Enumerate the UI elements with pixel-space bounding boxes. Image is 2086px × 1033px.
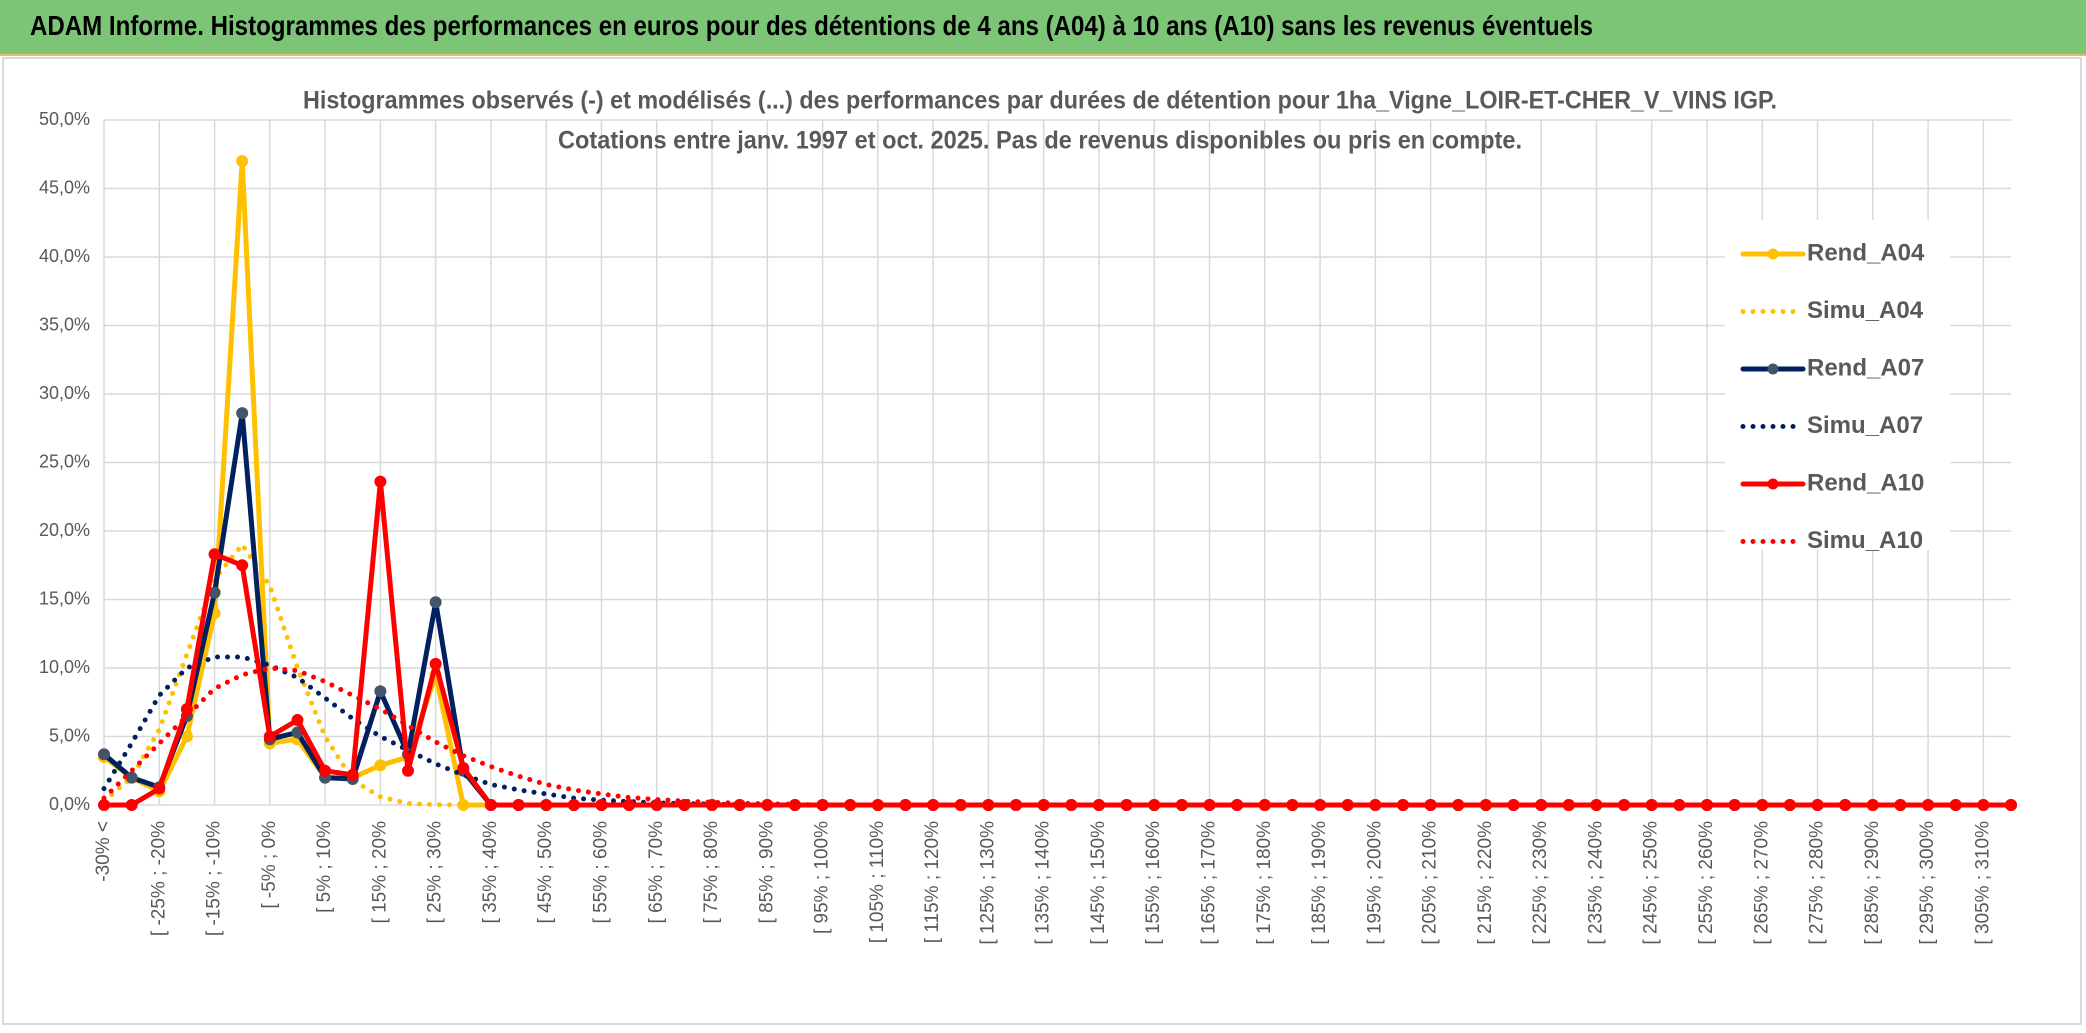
series-marker bbox=[540, 799, 553, 811]
series-marker bbox=[595, 799, 608, 811]
x-tick-label: [ 175% ; 180% bbox=[1254, 821, 1275, 945]
series-marker bbox=[153, 782, 166, 795]
x-tick-label: [ -25% ; -20% bbox=[148, 821, 169, 936]
series-marker bbox=[346, 768, 359, 781]
series-line bbox=[101, 665, 2014, 808]
series-marker bbox=[512, 799, 525, 811]
series-marker bbox=[374, 475, 387, 488]
legend-box bbox=[1725, 220, 1950, 550]
grid bbox=[103, 119, 2011, 806]
series-marker bbox=[236, 407, 249, 420]
header: ADAM Informe. Histogrammes des performan… bbox=[0, 0, 2086, 56]
x-tick-label: [ 125% ; 130% bbox=[977, 821, 998, 945]
x-tick-label: [ 145% ; 150% bbox=[1088, 821, 1109, 945]
x-tick-label: [ 75% ; 80% bbox=[701, 821, 722, 924]
x-tick-label: [ 245% ; 250% bbox=[1641, 821, 1662, 945]
x-tick-label: [ 45% ; 50% bbox=[535, 821, 556, 924]
x-tick-label: [ 155% ; 160% bbox=[1143, 821, 1164, 945]
y-tick-label: 20,0% bbox=[39, 520, 90, 540]
series-marker bbox=[429, 596, 442, 609]
series-marker bbox=[733, 799, 746, 811]
y-tick-label: 30,0% bbox=[39, 383, 90, 403]
series-line bbox=[101, 654, 2014, 808]
x-tick-label: [ 15% ; 20% bbox=[369, 821, 390, 924]
series-line bbox=[101, 410, 2014, 808]
x-tick-label: [ 235% ; 240% bbox=[1585, 821, 1606, 945]
series-marker bbox=[457, 762, 470, 775]
x-tick-label: [ 265% ; 270% bbox=[1751, 821, 1772, 945]
x-tick-label: [ 205% ; 210% bbox=[1420, 821, 1441, 945]
x-tick-label: [ 85% ; 90% bbox=[756, 821, 777, 924]
x-tick-label: [ 255% ; 260% bbox=[1696, 821, 1717, 945]
x-tick-label: [ -15% ; -10% bbox=[204, 821, 225, 936]
legend-label: Rend_A10 bbox=[1807, 469, 1924, 496]
y-tick-label: 10,0% bbox=[39, 657, 90, 677]
x-tick-label: [ 225% ; 230% bbox=[1530, 821, 1551, 945]
series-marker bbox=[374, 759, 387, 772]
series-marker bbox=[623, 799, 636, 811]
x-tick-label: [ 185% ; 190% bbox=[1309, 821, 1330, 945]
x-tick-label: [ 65% ; 70% bbox=[646, 821, 667, 924]
legend-label: Rend_A04 bbox=[1807, 239, 1925, 266]
series-marker bbox=[429, 657, 442, 670]
x-tick-label: -30% < bbox=[93, 821, 114, 882]
series-line bbox=[101, 479, 2014, 808]
series-marker bbox=[236, 559, 249, 572]
series-marker bbox=[374, 685, 387, 698]
series-marker bbox=[125, 799, 138, 811]
x-tick-label: [ 135% ; 140% bbox=[1033, 821, 1054, 945]
series-marker bbox=[208, 548, 221, 561]
y-tick-label: 50,0% bbox=[39, 109, 90, 129]
series-marker bbox=[263, 730, 276, 743]
series-marker bbox=[402, 764, 415, 777]
x-tick-label: [ 25% ; 30% bbox=[425, 821, 446, 924]
y-tick-label: 15,0% bbox=[39, 588, 90, 608]
y-tick-label: 5,0% bbox=[49, 725, 90, 745]
series-marker bbox=[484, 799, 497, 811]
legend-label: Simu_A07 bbox=[1807, 412, 1923, 439]
series-marker bbox=[567, 799, 580, 811]
y-tick-label: 40,0% bbox=[39, 246, 90, 266]
y-tick-label: 35,0% bbox=[39, 314, 90, 334]
x-tick-label: [ 55% ; 60% bbox=[590, 821, 611, 924]
x-tick-label: [ -5% ; 0% bbox=[259, 821, 280, 909]
x-tick-label: [ 195% ; 200% bbox=[1364, 821, 1385, 945]
legend-marker bbox=[1767, 248, 1779, 260]
series-marker bbox=[98, 799, 110, 811]
x-tick-label: [ 115% ; 120% bbox=[922, 821, 943, 943]
legend-marker bbox=[1767, 478, 1779, 490]
y-tick-label: 45,0% bbox=[39, 177, 90, 197]
x-tick-label: [ 105% ; 110% bbox=[867, 821, 888, 943]
series-marker bbox=[291, 714, 304, 727]
y-tick-label: 0,0% bbox=[49, 794, 90, 814]
header-title: ADAM Informe. Histogrammes des performan… bbox=[30, 10, 1594, 41]
series-marker bbox=[98, 748, 110, 761]
chart-subtitle: Cotations entre janv. 1997 et oct. 2025.… bbox=[558, 127, 1522, 155]
chart-title: Histogrammes observés (-) et modélisés (… bbox=[303, 87, 1777, 115]
legend-marker bbox=[1767, 363, 1779, 375]
legend-label: Simu_A10 bbox=[1807, 527, 1923, 554]
x-tick-label: [ 215% ; 220% bbox=[1475, 821, 1496, 945]
legend-label: Simu_A04 bbox=[1807, 297, 1924, 324]
x-tick-label: [ 95% ; 100% bbox=[812, 821, 833, 934]
y-tick-label: 25,0% bbox=[39, 451, 90, 471]
x-tick-label: [ 285% ; 290% bbox=[1862, 821, 1883, 945]
x-tick-label: [ 295% ; 300% bbox=[1917, 821, 1938, 945]
series-marker bbox=[319, 764, 332, 777]
x-tick-label: [ 275% ; 280% bbox=[1807, 821, 1828, 945]
x-tick-label: [ 5% ; 10% bbox=[314, 821, 335, 913]
x-tick-label: [ 165% ; 170% bbox=[1199, 821, 1220, 945]
chart-frame bbox=[2, 57, 2082, 1025]
series-marker bbox=[125, 771, 138, 784]
x-tick-label: [ 35% ; 40% bbox=[480, 821, 501, 924]
series-marker bbox=[236, 155, 249, 168]
legend-label: Rend_A07 bbox=[1807, 354, 1924, 381]
x-tick-label: [ 305% ; 310% bbox=[1972, 821, 1993, 945]
